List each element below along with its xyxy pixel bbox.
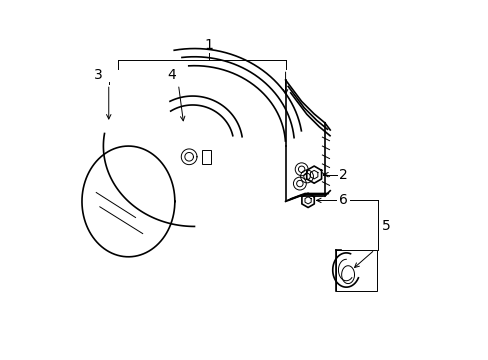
Text: 4: 4 bbox=[166, 68, 175, 82]
Text: 3: 3 bbox=[94, 68, 102, 82]
Bar bbox=[335, 249, 376, 291]
Text: 5: 5 bbox=[381, 220, 390, 233]
Bar bbox=[201, 150, 210, 164]
Text: 1: 1 bbox=[204, 38, 213, 52]
Text: 2: 2 bbox=[339, 168, 347, 182]
Text: 6: 6 bbox=[339, 193, 347, 207]
